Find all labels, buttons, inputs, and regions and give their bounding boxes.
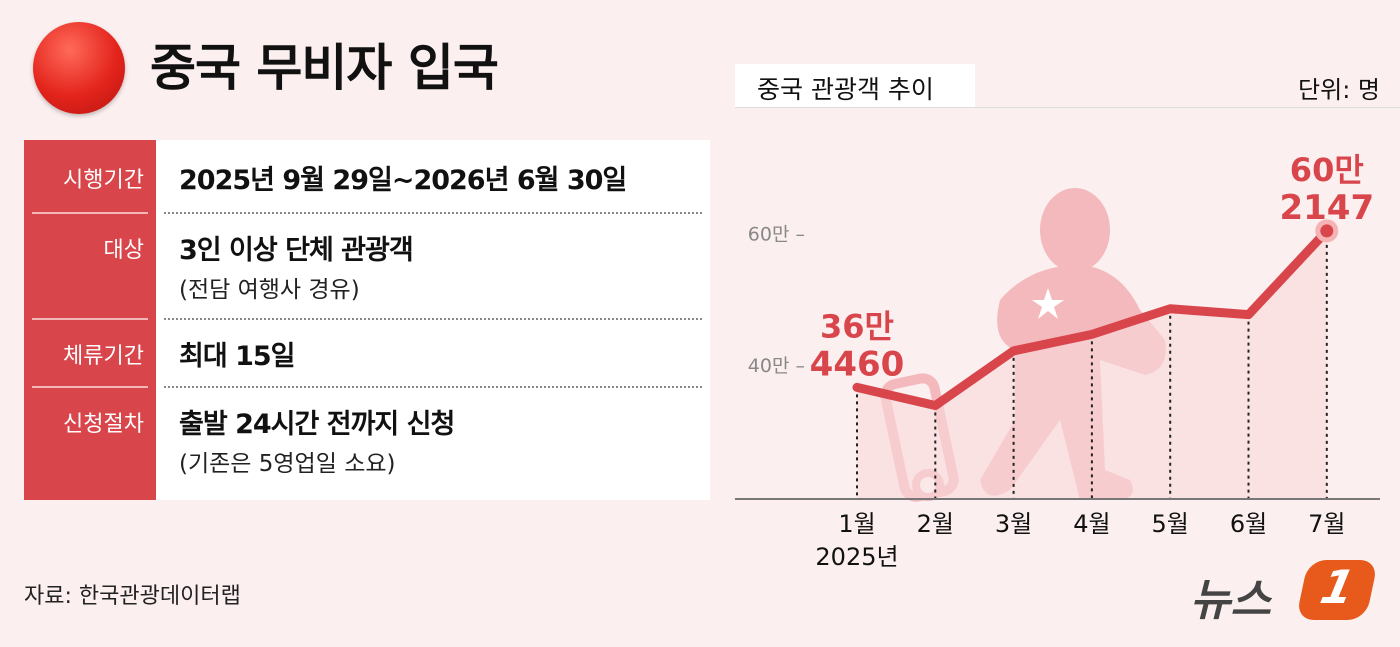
row-label: 신청절차 <box>63 412 144 437</box>
star-icon <box>1032 288 1064 319</box>
data-point <box>1315 219 1339 243</box>
x-tick-label: 6월 <box>1230 510 1267 538</box>
x-tick-label: 1월 <box>838 510 875 538</box>
china-flag-icon <box>33 22 125 114</box>
data-label: 2147 <box>1279 188 1374 228</box>
divider <box>164 386 702 388</box>
news1-logo: 뉴스 1 <box>1190 560 1380 626</box>
y-tick-label: 60만 – <box>748 223 805 245</box>
page-title: 중국 무비자 입국 <box>150 39 499 97</box>
divider <box>32 318 148 320</box>
label-column <box>24 140 156 500</box>
source-note: 자료: 한국관광데이터랩 <box>24 584 241 609</box>
x-tick-label: 7월 <box>1308 510 1345 538</box>
title-underline <box>735 107 1400 108</box>
row-value: 출발 24시간 전까지 신청 <box>179 409 455 440</box>
row-note: (전담 여행사 경유) <box>179 277 360 303</box>
x-tick-label: 2월 <box>917 510 954 538</box>
series-line <box>852 226 1332 411</box>
row-label: 체류기간 <box>63 344 144 369</box>
x-tick-label: 4월 <box>1073 510 1110 538</box>
x-sublabel: 2025년 <box>815 543 898 571</box>
y-tick-label: 40만 – <box>748 355 805 377</box>
row-label: 대상 <box>103 238 144 263</box>
data-label: 36만 <box>820 307 894 345</box>
row-label: 시행기간 <box>63 168 144 193</box>
divider <box>164 318 702 320</box>
x-tick-label: 3월 <box>995 510 1032 538</box>
x-tick-label: 5월 <box>1152 510 1189 538</box>
drop-lines <box>856 230 1328 499</box>
data-label: 4460 <box>810 344 905 384</box>
table-rows: 시행기간 2025년 9월 29일~2026년 6월 30일 대상 3인 이상 … <box>24 140 710 500</box>
divider <box>32 386 148 388</box>
unit-label: 단위: 명 <box>1298 76 1380 104</box>
row-value: 2025년 9월 29일~2026년 6월 30일 <box>179 165 627 196</box>
data-label: 60만 <box>1290 151 1364 189</box>
row-value: 3인 이상 단체 관광객 <box>179 235 414 266</box>
divider <box>32 212 148 214</box>
row-value: 최대 15일 <box>179 341 295 372</box>
row-note: (기존은 5영업일 소요) <box>179 451 396 477</box>
chart-title: 중국 관광객 추이 <box>735 64 975 108</box>
divider <box>164 212 702 214</box>
